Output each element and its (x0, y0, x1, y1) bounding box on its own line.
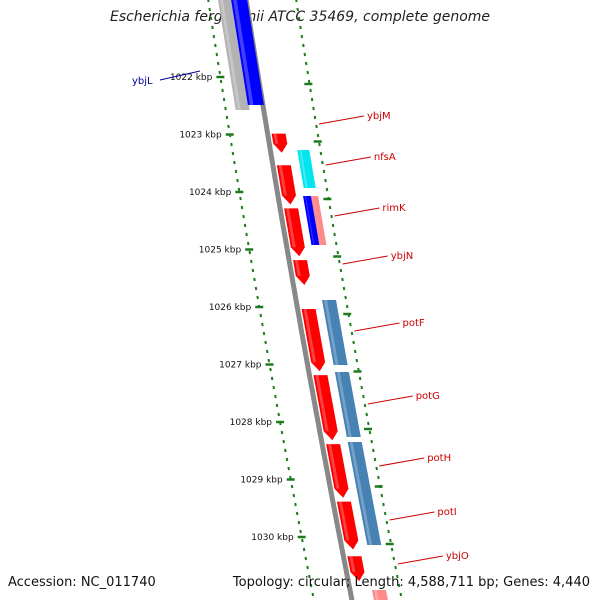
tick-label: 1023 kbp (179, 131, 222, 141)
gene-potI-arrow-highlight (338, 501, 350, 541)
tick-label: 1029 kbp (240, 476, 283, 486)
gene-ybjL-arrow (231, 0, 264, 105)
tick-label: 1025 kbp (199, 246, 242, 256)
gene-potI-arrow (336, 501, 359, 550)
gene-rimK-arrow (284, 208, 305, 257)
map-title: Escherichia fergusonii ATCC 35469, compl… (109, 9, 491, 25)
gene-nfsA-arrow (276, 165, 296, 205)
gene-ybjM-arrow-highlight (273, 133, 279, 144)
feature-pink-block-highlight (313, 196, 322, 245)
gene-potG-arrow (313, 375, 338, 441)
leader-ybjO (397, 555, 443, 565)
gene-ybjM-arrow (271, 133, 288, 153)
gene-ybjO-arrow (347, 556, 365, 582)
tick-dots-left (207, 0, 315, 597)
leader-ybjM (318, 115, 365, 125)
genome-summary-text: Topology: circular; Length: 4,588,711 bp… (232, 575, 590, 590)
feature-pink-bottom-highlight (373, 590, 379, 600)
feature-cyan-block-highlight (299, 150, 308, 188)
feature-steelblue-2 (334, 372, 361, 437)
gene-rimK-arrow-highlight (286, 208, 296, 248)
gene-potH-arrow (326, 444, 349, 498)
accession-text: Accession: NC_011740 (8, 575, 156, 590)
gene-potH-arrow-highlight (328, 444, 340, 489)
leader-potI (389, 511, 435, 521)
gene-label-potI: potI (437, 507, 456, 518)
gene-label-ybjM: ybjM (367, 111, 391, 122)
gene-potF-arrow (301, 309, 326, 372)
tick-layer: 1022 kbp 1023 kbp 1024 kbp 1025 kbp 1026 kbp… (170, 0, 403, 597)
gene-potF-arrow-highlight (303, 309, 317, 363)
feature-gray-block-highlight (220, 0, 241, 110)
feature-steelblue-1 (322, 300, 348, 365)
feature-layer (218, 0, 388, 600)
leader-rimK (334, 207, 380, 217)
feature-steelblue-3 (347, 442, 382, 545)
tick-label: 1028 kbp (230, 418, 273, 428)
gene-ybjN-arrow (293, 260, 310, 285)
feature-steelblue-1-highlight (324, 300, 339, 365)
leader-ybjN (342, 255, 388, 265)
gene-ybjO-arrow-highlight (349, 556, 356, 573)
gene-ybjL-arrow-highlight (233, 0, 254, 105)
tick-label: 1022 kbp (170, 73, 213, 83)
gene-nfsA-arrow-highlight (278, 165, 287, 196)
tick-label: 1030 kbp (251, 533, 294, 543)
tick-label: 1024 kbp (189, 188, 232, 198)
gene-ybjN-arrow-highlight (295, 260, 301, 276)
label-layer: ybjL ybjM nfsA rimK ybjN potF potG potH potI ybjO (132, 70, 469, 565)
feature-cyan-block (297, 150, 316, 188)
leader-ybjL (159, 70, 201, 81)
gene-label-potF: potF (403, 318, 425, 329)
gene-label-potH: potH (427, 453, 451, 464)
tick-dots-right (295, 0, 403, 597)
feature-steelblue-3-highlight (349, 442, 373, 545)
tick-label: 1026 kbp (209, 303, 252, 313)
gene-label-ybjN: ybjN (391, 251, 414, 262)
feature-gray-block (218, 0, 250, 110)
gene-label-potG: potG (416, 391, 440, 402)
leader-potF (354, 322, 400, 332)
feature-steelblue-2-highlight (336, 372, 352, 437)
gene-label-ybjL: ybjL (132, 76, 153, 87)
gene-potG-arrow-highlight (315, 375, 329, 432)
feature-blue-block (303, 196, 320, 245)
gene-label-rimK: rimK (382, 203, 406, 214)
gene-label-ybjO: ybjO (446, 551, 469, 562)
feature-pink-block (311, 196, 327, 245)
feature-pink-bottom (371, 590, 388, 600)
gene-label-nfsA: nfsA (374, 152, 396, 163)
feature-blue-block-highlight (305, 196, 315, 245)
leader-potG (367, 395, 413, 405)
leader-potH (379, 457, 425, 467)
tick-label: 1027 kbp (219, 361, 262, 371)
leader-nfsA (325, 156, 371, 166)
